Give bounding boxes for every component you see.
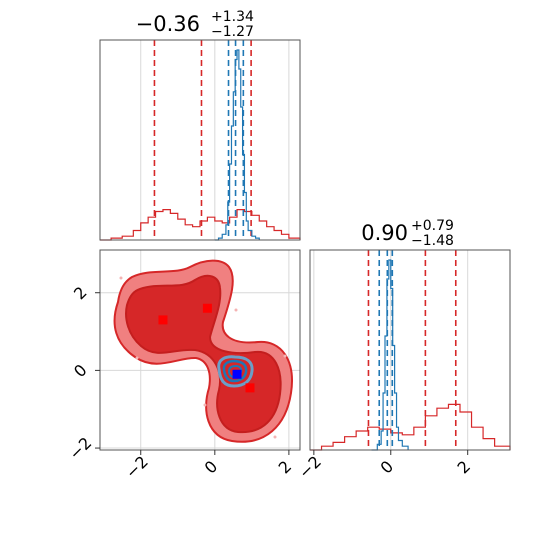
blue-marker bbox=[232, 369, 242, 379]
blue-contour-mid bbox=[222, 359, 248, 383]
red-marker bbox=[245, 383, 255, 393]
sample-dot bbox=[234, 308, 238, 312]
axes-frame bbox=[99, 249, 301, 451]
red-marker bbox=[158, 315, 168, 325]
title-x-plus: +1.34 bbox=[211, 9, 254, 25]
blue-contour-outer bbox=[217, 355, 254, 388]
x-tick-label: 2 bbox=[275, 457, 296, 478]
axes-frame bbox=[99, 39, 301, 241]
histogram-line bbox=[310, 403, 511, 451]
title-x-value: −0.36 bbox=[136, 12, 200, 36]
series-group bbox=[310, 250, 511, 451]
tick-label: −2 bbox=[295, 452, 325, 482]
tick-label: 0 bbox=[377, 457, 398, 478]
panel-joint: −2 0 2 −2 0 2 bbox=[65, 249, 301, 482]
title-x-minus: −1.27 bbox=[211, 24, 254, 40]
axes-frame bbox=[309, 249, 511, 451]
sample-dot bbox=[203, 403, 207, 407]
title-y-value: 0.90 bbox=[361, 221, 408, 245]
grid-lines bbox=[140, 40, 290, 240]
x-tick-label: 0 bbox=[201, 457, 222, 478]
sample-dot bbox=[283, 354, 287, 358]
histogram-line bbox=[100, 209, 301, 241]
x-tick-labels: −2 0 2 bbox=[295, 450, 474, 482]
title-y-minus: −1.48 bbox=[411, 233, 454, 249]
series bbox=[214, 40, 260, 241]
series bbox=[371, 250, 409, 451]
sample-dot bbox=[119, 276, 123, 280]
marker-group bbox=[158, 303, 255, 393]
title-y-plus: +0.79 bbox=[411, 218, 454, 234]
y-tick-label: −2 bbox=[65, 433, 95, 463]
y-tick-label: 2 bbox=[70, 283, 91, 304]
series bbox=[310, 250, 511, 451]
series-group bbox=[100, 40, 301, 241]
panel-marginal-y: 0.90 +0.79 −1.48 −2 0 2 bbox=[295, 218, 511, 482]
sample-dot bbox=[273, 435, 277, 439]
panel-marginal-x: −0.36 +1.34 −1.27 bbox=[99, 9, 301, 241]
tick-label: 2 bbox=[453, 457, 474, 478]
y-tick-label: 0 bbox=[70, 360, 91, 381]
red-marker bbox=[202, 303, 212, 313]
contour-layers bbox=[113, 259, 293, 443]
red-contour-inner bbox=[125, 274, 282, 434]
sample-dot bbox=[135, 356, 139, 360]
histogram-line bbox=[371, 259, 409, 451]
series bbox=[100, 40, 301, 241]
x-tick-label: −2 bbox=[122, 452, 152, 482]
histogram-line bbox=[214, 49, 260, 241]
